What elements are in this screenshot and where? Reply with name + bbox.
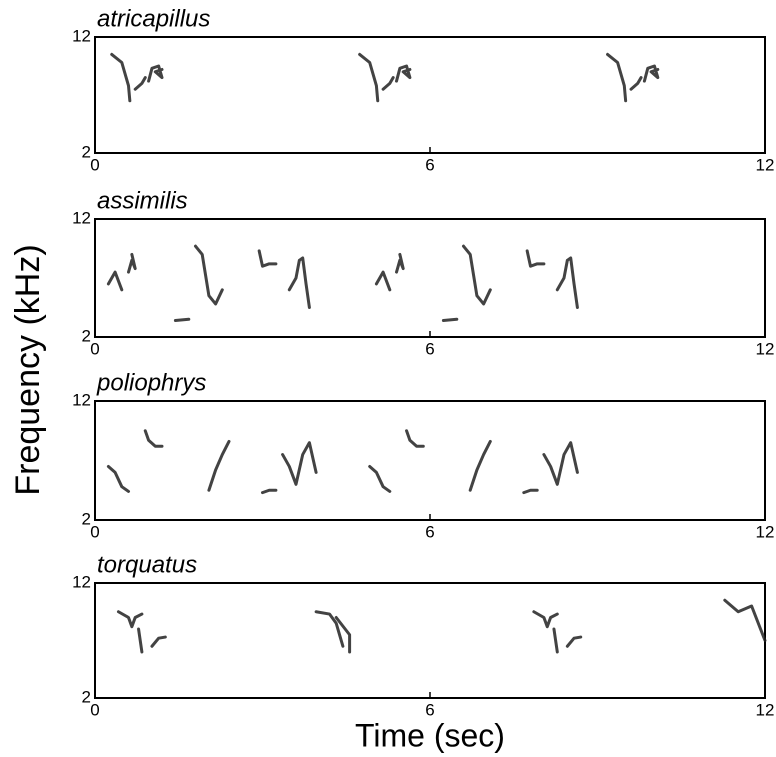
- syllable-trace: [110, 52, 132, 103]
- syllable-trace: [261, 488, 278, 495]
- syllable-trace: [468, 439, 492, 492]
- syllable-trace: [555, 256, 579, 309]
- syllable-trace: [106, 464, 130, 493]
- x-tick-label: 0: [90, 522, 99, 541]
- syllable-trace: [395, 252, 405, 274]
- syllable-trace: [143, 429, 164, 448]
- x-axis-label: Time (sec): [355, 717, 505, 753]
- y-tick-label: 2: [82, 509, 91, 528]
- syllable-trace: [522, 488, 539, 495]
- x-tick-label: 0: [90, 155, 99, 174]
- syllable-trace: [405, 429, 425, 448]
- y-tick-label: 2: [82, 142, 91, 161]
- x-tick-label: 0: [90, 339, 99, 358]
- panel-title: torquatus: [97, 551, 197, 578]
- syllable-trace: [127, 252, 137, 274]
- syllable-trace: [287, 256, 311, 309]
- syllable-trace: [395, 64, 412, 83]
- syllable-trace: [173, 317, 191, 322]
- panel-title: assimilis: [97, 187, 188, 214]
- y-tick-label: 12: [72, 390, 91, 409]
- syllable-trace: [525, 249, 546, 268]
- syllable-trace: [106, 270, 124, 292]
- x-tick-label: 6: [425, 155, 434, 174]
- syllable-trace: [381, 76, 395, 91]
- syllable-trace: [368, 464, 392, 493]
- x-tick-label: 12: [756, 700, 775, 719]
- syllable-trace: [606, 52, 628, 103]
- syllable-trace: [137, 627, 144, 654]
- y-tick-label: 2: [82, 687, 91, 706]
- panel-title: poliophrys: [96, 369, 206, 396]
- syllable-trace: [150, 635, 167, 648]
- syllable-trace: [314, 610, 345, 648]
- syllable-trace: [462, 244, 492, 306]
- y-tick-label: 12: [72, 26, 91, 45]
- y-tick-label: 2: [82, 326, 91, 345]
- syllable-trace: [116, 610, 144, 629]
- panel-frame: [94, 582, 766, 699]
- syllable-trace: [194, 244, 224, 306]
- x-tick-label: 6: [425, 339, 434, 358]
- syllable-trace: [441, 317, 459, 322]
- x-tick-label: 6: [425, 522, 434, 541]
- y-axis-label: Frequency (kHz): [9, 244, 47, 495]
- panel-frame: [94, 400, 766, 521]
- x-tick-label: 12: [756, 339, 775, 358]
- syllable-trace: [147, 64, 164, 83]
- panel-frame: [94, 218, 766, 338]
- panel-title: atricapillus: [97, 5, 210, 32]
- syllable-trace: [257, 249, 278, 268]
- syllable-trace: [334, 616, 352, 654]
- syllable-trace: [532, 610, 559, 629]
- syllable-trace: [207, 439, 231, 492]
- syllable-trace: [542, 441, 579, 486]
- x-tick-label: 6: [425, 700, 434, 719]
- panel-frame: [94, 36, 766, 154]
- syllable-trace: [552, 627, 559, 654]
- syllable-trace: [629, 76, 643, 91]
- syllable-trace: [281, 441, 318, 486]
- x-tick-label: 0: [90, 700, 99, 719]
- y-tick-label: 12: [72, 572, 91, 591]
- syllable-trace: [565, 635, 583, 648]
- syllable-trace: [358, 52, 380, 103]
- y-tick-label: 12: [72, 208, 91, 227]
- syllable-trace: [374, 270, 392, 292]
- syllable-trace: [642, 64, 660, 83]
- syllable-trace: [133, 76, 147, 91]
- x-tick-label: 12: [756, 522, 775, 541]
- x-tick-label: 12: [756, 155, 775, 174]
- syllable-trace: [723, 598, 767, 642]
